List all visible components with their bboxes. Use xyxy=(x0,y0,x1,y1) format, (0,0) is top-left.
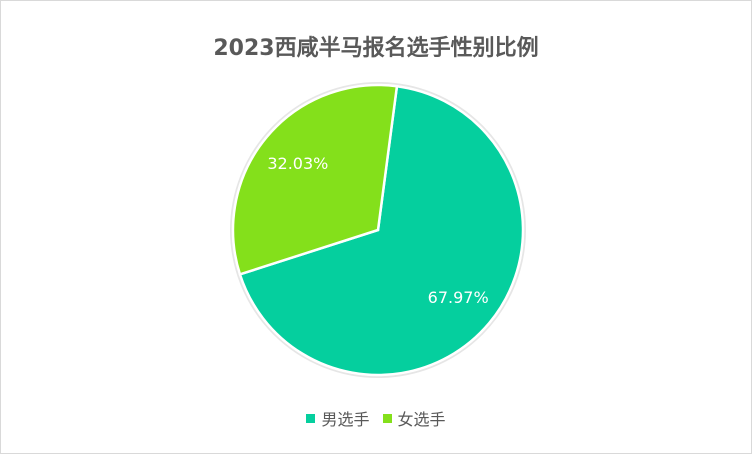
legend-swatch-male xyxy=(306,413,316,423)
legend-label: 男选手 xyxy=(321,410,370,429)
chart-title: 2023西咸半马报名选手性别比例 xyxy=(213,36,539,61)
legend-item-male[interactable]: 男选手 xyxy=(306,406,369,430)
data-label-0: 67.97% xyxy=(428,288,489,307)
pie-slice-1[interactable] xyxy=(231,83,399,276)
pie-outline xyxy=(230,82,526,378)
pie-slice-0[interactable] xyxy=(238,84,525,377)
legend: 男选手 女选手 xyxy=(0,406,752,430)
legend-swatch-female xyxy=(382,413,392,423)
data-label-1: 32.03% xyxy=(267,154,328,173)
legend-label: 女选手 xyxy=(397,410,446,429)
legend-item-female[interactable]: 女选手 xyxy=(382,406,446,430)
